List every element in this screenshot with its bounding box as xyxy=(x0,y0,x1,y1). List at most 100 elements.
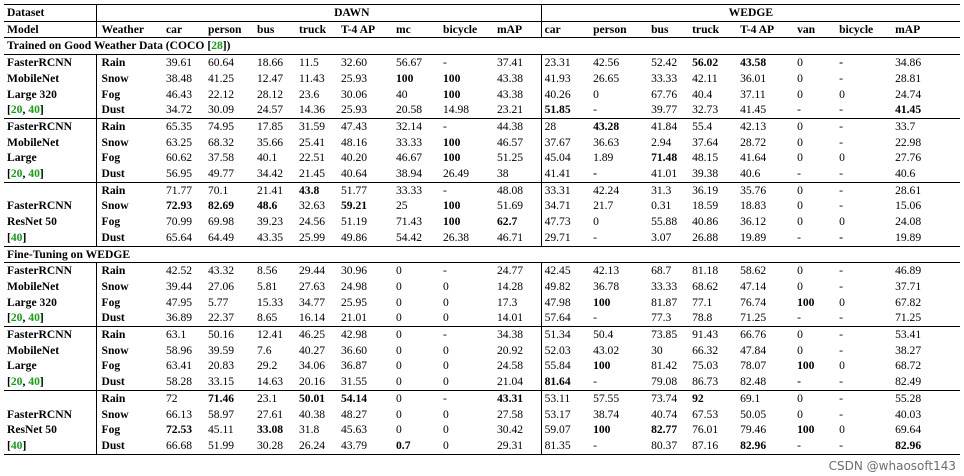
wedge-value-cell: - xyxy=(836,54,893,71)
model-citation: 40 xyxy=(28,375,40,389)
wedge-value-cell: 71.25 xyxy=(895,311,922,325)
dawn-value-cell: 32.14 xyxy=(393,117,440,135)
dawn-value-cell: 100 xyxy=(443,87,461,101)
wedge-value-cell: - xyxy=(593,103,597,117)
dawn-value-cell: 0 xyxy=(443,407,449,421)
wedge-value-cell: 55.84 xyxy=(540,358,591,375)
wedge-value-cell: 0 xyxy=(797,135,803,149)
wedge-value-cell: 0 xyxy=(794,262,837,279)
dawn-value-cell: 39.23 xyxy=(257,215,284,229)
wedge-value-cell: 52.42 xyxy=(648,54,690,71)
wedge-value-cell: 45.04 xyxy=(540,150,591,167)
dawn-value-cell: 43.31 xyxy=(494,389,542,407)
results-table: Dataset DAWN WEDGE Model Weather car pers… xyxy=(4,4,961,455)
dawn-value-cell: 43.79 xyxy=(338,437,393,455)
dawn-value-cell: 56.95 xyxy=(166,167,193,181)
dawn-value-cell: 26.38 xyxy=(443,230,470,244)
dawn-value-cell: 74.95 xyxy=(205,117,254,135)
wedge-value-cell: - xyxy=(836,262,893,279)
wedge-value-cell: 57.64 xyxy=(540,310,591,327)
dawn-value-cell: 54.42 xyxy=(396,230,423,244)
weather-header: Weather xyxy=(95,20,163,38)
dawn-value-cell: 25.93 xyxy=(341,103,368,117)
wedge-value-cell: - xyxy=(839,375,843,389)
weather-label: Snow xyxy=(95,406,163,423)
wedge-value-cell: 100 xyxy=(593,423,611,437)
dawn-value-cell: 62.7 xyxy=(497,215,518,229)
dawn-value-cell: 63.1 xyxy=(163,326,205,343)
dawn-value-cell: 30.06 xyxy=(341,87,368,101)
header-row-columns: Model Weather car person bus truck T-4 AP mc b… xyxy=(4,20,961,38)
dawn-value-cell: 39.61 xyxy=(163,54,205,71)
table-row: FasterRCNN Snow 66.13 58.97 27.61 40.38 48.27 0… xyxy=(4,406,960,423)
table-row: FasterRCNN Snow 72.93 82.69 48.6 32.63 59.21 25… xyxy=(4,198,960,215)
wedge-value-cell: 81.64 xyxy=(540,374,591,391)
model-citation-bracket: ] xyxy=(22,438,27,452)
wedge-value-cell: 53.41 xyxy=(892,326,961,343)
wedge-value-cell: 0 xyxy=(839,295,845,309)
dawn-value-cell: 34.77 xyxy=(299,295,326,309)
dawn-value-cell: 37.41 xyxy=(494,54,542,71)
wedge-value-cell: 92 xyxy=(689,389,738,407)
wedge-value-cell: 78.07 xyxy=(740,359,767,373)
wedge-header: WEDGE xyxy=(540,4,961,22)
model-citation-bracket: [ xyxy=(7,103,11,117)
dawn-value-cell: 46.71 xyxy=(497,230,524,244)
dawn-value-cell: 100 xyxy=(443,151,461,165)
dawn-value-cell: 11.43 xyxy=(299,71,325,85)
wedge-value-cell: 38.74 xyxy=(593,407,620,421)
model-name-cell: [20, 40] xyxy=(4,102,96,118)
wedge-value-cell: 42.13 xyxy=(590,262,649,279)
wedge-value-cell: 0 xyxy=(797,87,803,101)
section-title-end: ]) xyxy=(222,39,231,53)
wedge-value-cell: 0 xyxy=(794,389,837,407)
dawn-value-cell: 71.46 xyxy=(205,389,254,407)
wedge-value-cell: 91.43 xyxy=(689,326,738,343)
dawn-value-cell: 70.1 xyxy=(205,181,254,199)
wedge-value-cell: 78.8 xyxy=(692,311,713,325)
dawn-value-cell: 33.08 xyxy=(257,423,284,437)
wedge-value-cell: 73.85 xyxy=(648,326,690,343)
wedge-value-cell: 0 xyxy=(797,151,803,165)
wedge-value-cell: - xyxy=(836,437,893,455)
dawn-value-cell: 16.14 xyxy=(299,311,326,325)
dawn-value-cell: 40.20 xyxy=(341,151,368,165)
watermark: CSDN @whaosoft143 xyxy=(828,459,956,473)
dawn-value-cell: 30.09 xyxy=(208,103,235,117)
dawn-col-header: bicycle xyxy=(440,20,494,38)
wedge-value-cell: 37.11 xyxy=(740,87,766,101)
wedge-value-cell: 37.71 xyxy=(895,279,922,293)
wedge-value-cell: 26.88 xyxy=(692,230,719,244)
weather-label: Dust xyxy=(95,229,163,247)
model-citation-bracket: , xyxy=(22,311,29,325)
dawn-value-cell: 12.47 xyxy=(257,71,284,85)
dawn-value-cell: 20.83 xyxy=(208,359,235,373)
table-row: [20, 40] Dust 58.28 33.15 14.63 20.16 31.55 0 0 2… xyxy=(4,374,960,391)
dawn-value-cell: 47.43 xyxy=(338,117,393,135)
wedge-value-cell: - xyxy=(836,389,893,407)
dawn-value-cell: 5.81 xyxy=(257,279,278,293)
wedge-value-cell: 76.01 xyxy=(692,423,719,437)
dawn-value-cell: 14.28 xyxy=(497,279,524,293)
wedge-value-cell: 55.28 xyxy=(892,389,961,407)
wedge-value-cell: 1.89 xyxy=(593,151,614,165)
wedge-value-cell: 79.08 xyxy=(651,375,678,389)
model-citation-bracket: [ xyxy=(7,230,11,244)
wedge-value-cell: 56.02 xyxy=(689,54,738,71)
wedge-value-cell: - xyxy=(836,326,893,343)
wedge-value-cell: 43.28 xyxy=(590,117,649,135)
wedge-value-cell: 43.58 xyxy=(737,54,795,71)
dawn-value-cell: 43.32 xyxy=(205,262,254,279)
wedge-value-cell: 39.38 xyxy=(692,167,719,181)
dawn-value-cell: 24.77 xyxy=(494,262,542,279)
dawn-value-cell: 34.38 xyxy=(494,326,542,343)
wedge-value-cell: 32.73 xyxy=(692,103,719,117)
dawn-value-cell: 49.86 xyxy=(341,230,368,244)
wedge-value-cell: 40.6 xyxy=(895,167,916,181)
table-row: ResNet 50 Fog 72.53 45.11 33.08 31.8 45.63 0 0 30… xyxy=(4,422,960,438)
table-row: Large 320 Fog 47.95 5.77 15.33 34.77 25.95 0 0 17… xyxy=(4,294,960,311)
dawn-value-cell: 15.33 xyxy=(257,295,284,309)
dawn-value-cell: 38.48 xyxy=(166,71,193,85)
model-citation: 40 xyxy=(28,103,40,117)
wedge-value-cell: 36.78 xyxy=(593,279,620,293)
